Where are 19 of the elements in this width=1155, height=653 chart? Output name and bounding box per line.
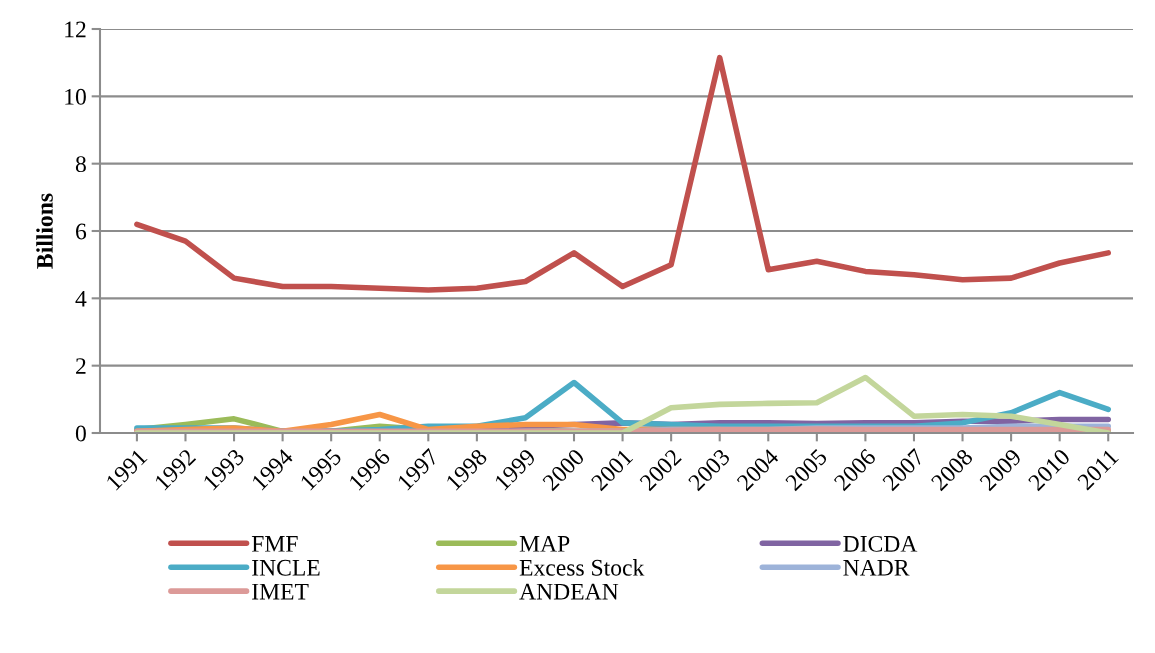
x-tick-label: 2011 (1076, 448, 1119, 491)
x-tick-label: 1991 (105, 448, 148, 491)
legend-label: DICDA (843, 535, 918, 552)
y-tick-label: 6 (76, 223, 87, 240)
y-tick-label: 12 (65, 21, 86, 38)
y-tick-label: 10 (65, 88, 86, 105)
legend-label: FMF (251, 536, 298, 552)
legend-label: MAP (519, 535, 570, 552)
legend-label: INCLE (252, 559, 320, 576)
y-axis-title: Billions (36, 193, 53, 269)
legend-label: IMET (252, 583, 309, 600)
y-tick-label: 8 (75, 156, 86, 173)
x-tick-label: 2001 (590, 448, 634, 492)
y-tick-label: 2 (76, 358, 86, 374)
legend-label: NADR (843, 559, 910, 576)
legend-label: Excess Stock (519, 559, 645, 576)
y-tick-label: 4 (75, 290, 87, 307)
legend-label: ANDEAN (519, 583, 619, 600)
y-tick-label: 0 (75, 425, 86, 442)
